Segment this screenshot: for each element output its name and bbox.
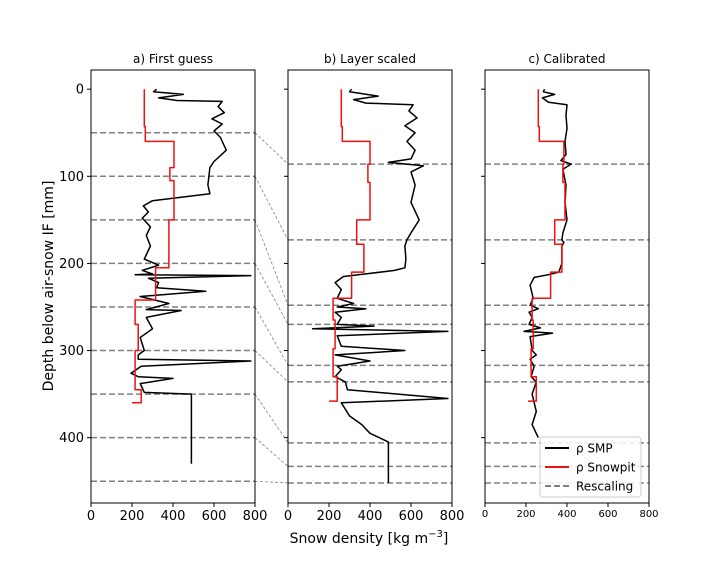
x-tick-label: 800	[440, 509, 465, 524]
x-tick-label: 0	[284, 509, 292, 524]
rescaling-connector-9	[254, 480, 289, 484]
x-tick-label: 600	[399, 509, 424, 524]
x-tick-label: 0	[87, 509, 95, 524]
y-tick-label: 300	[59, 344, 84, 359]
axes-frame	[287, 69, 453, 504]
y-tick-label: 100	[59, 170, 84, 185]
x-tick-label: 200	[120, 509, 145, 524]
x-axis-label: Snow density [kg m−3]	[290, 529, 449, 547]
smp-density-line-1	[130, 88, 252, 464]
x-tick-label: 400	[161, 509, 186, 524]
rescaling-connector-4	[254, 263, 289, 325]
rescaling-connector-6	[254, 350, 289, 383]
panel-title: c) Calibrated	[528, 52, 605, 66]
rescaling-connectors	[254, 132, 289, 484]
rescaling-connector-8	[254, 437, 289, 467]
panel-1: a) First guess 0 200 400 600 800 0 100 200 300 400	[59, 52, 267, 524]
panel-title: b) Layer scaled	[324, 52, 416, 66]
x-tick-label: 600	[202, 509, 227, 524]
smp-density-line-2	[311, 88, 449, 483]
panel-title: a) First guess	[133, 52, 213, 66]
snowpit-density-line-2	[329, 89, 371, 402]
y-tick-label: 0	[76, 83, 84, 98]
legend-box	[539, 436, 642, 498]
rescaling-connector-3	[254, 219, 289, 306]
y-tick-label: 200	[59, 257, 84, 272]
x-tick-label: 800	[243, 509, 268, 524]
legend-entry-1: ρ SMP	[576, 442, 613, 456]
x-tick-label: 200	[516, 509, 535, 520]
x-tick-label: 400	[358, 509, 383, 524]
legend-entry-3: Rescaling	[576, 480, 633, 494]
legend-entry-2: ρ Snowpit	[576, 461, 636, 475]
x-tick-label: 200	[317, 509, 342, 524]
rescaling-connector-7	[254, 393, 289, 444]
x-tick-label: 400	[557, 509, 576, 520]
legend: ρ SMP ρ Snowpit Rescaling	[539, 436, 642, 498]
smp-density-line-3	[523, 88, 572, 439]
panel-3: c) Calibrated 0 200 400 600 800 ρ SMP ρ Snowpit…	[481, 52, 659, 520]
x-tick-label: 0	[482, 509, 488, 520]
panel-2: b) Layer scaled 0 200 400 600 800	[284, 52, 465, 524]
x-tick-label: 600	[598, 509, 617, 520]
snowpit-density-line-3	[528, 89, 566, 402]
rescaling-connector-5	[254, 306, 289, 366]
rescaling-connector-2	[254, 176, 289, 241]
y-axis-label: Depth below air-snow IF [mm]	[41, 181, 57, 392]
panels: a) First guess 0 200 400 600 800 0 100 200 300 400…	[59, 52, 658, 524]
rescaling-connector-1	[254, 132, 289, 165]
y-tick-label: 400	[59, 431, 84, 446]
snowpit-density-line-1	[132, 89, 175, 404]
x-tick-label: 800	[639, 509, 658, 520]
